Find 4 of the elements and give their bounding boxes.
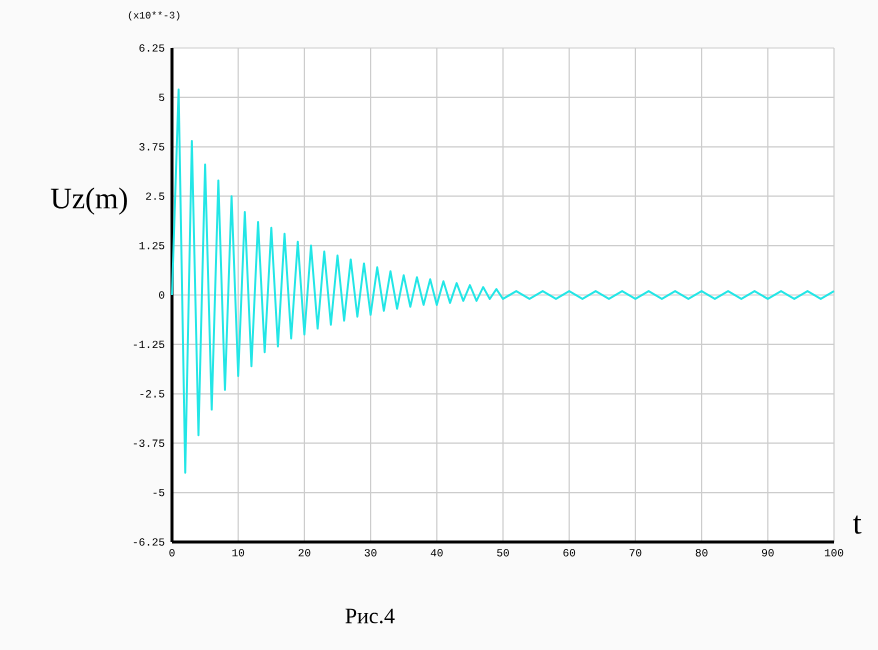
x-axis-title: t <box>853 515 862 534</box>
y-axis-title: Uz(m) <box>50 187 127 215</box>
line-series <box>171 88 836 474</box>
text: Рис.4 <box>345 608 395 624</box>
